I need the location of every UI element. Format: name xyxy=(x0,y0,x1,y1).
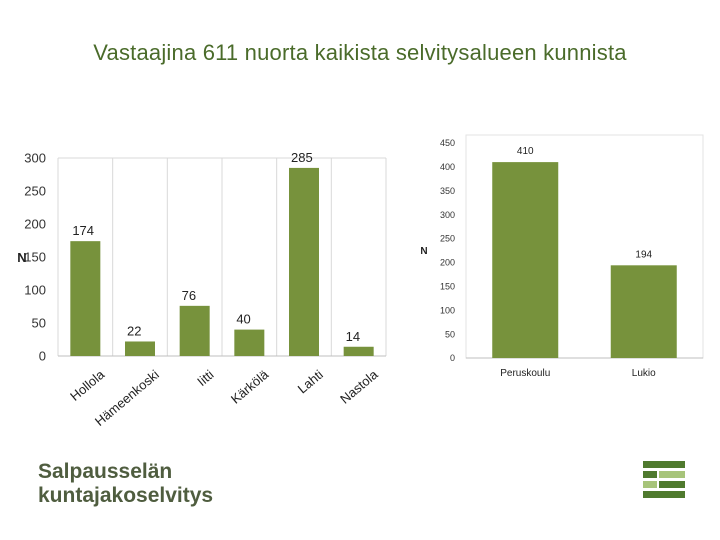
logo-stripe xyxy=(643,461,685,468)
bar-hollola xyxy=(70,241,101,356)
y-tick-label: 50 xyxy=(32,316,46,331)
bar-peruskoulu xyxy=(492,162,559,358)
data-label: 40 xyxy=(236,312,250,327)
bar-iitti xyxy=(179,305,210,356)
y-tick-label: 300 xyxy=(440,210,455,220)
bar-hämeenkoski xyxy=(125,341,155,356)
bar-kärkölä xyxy=(234,329,265,356)
data-label: 174 xyxy=(72,223,94,238)
y-tick-label: 300 xyxy=(24,151,46,166)
logo-stripe xyxy=(643,491,685,498)
logo-stripe xyxy=(643,481,657,488)
data-label: 76 xyxy=(182,288,196,303)
bar-lukio xyxy=(610,265,677,358)
y-tick-label: 200 xyxy=(24,217,46,232)
x-tick-label: Kärkölä xyxy=(228,366,272,406)
data-label: 285 xyxy=(291,150,313,165)
y-tick-label: 350 xyxy=(440,186,455,196)
y-tick-label: 250 xyxy=(24,184,46,199)
y-tick-label: 150 xyxy=(24,250,46,265)
logo-stripe xyxy=(643,471,657,478)
brand-wordmark: Salpausselän kuntajakoselvitys xyxy=(38,460,213,508)
x-tick-label: Hollola xyxy=(67,366,108,404)
y-tick-label: 400 xyxy=(440,162,455,172)
y-tick-label: 0 xyxy=(450,353,455,363)
x-tick-label: Nastola xyxy=(337,366,381,406)
x-tick-label: Lahti xyxy=(295,367,326,397)
y-tick-label: 200 xyxy=(440,258,455,268)
brand-line-1: Salpausselän xyxy=(38,460,173,483)
x-tick-label: Peruskoulu xyxy=(500,368,550,379)
data-label: 14 xyxy=(346,329,360,344)
x-tick-label: Lukio xyxy=(632,368,656,379)
bar-lahti xyxy=(289,167,319,356)
y-axis-label: N xyxy=(420,246,427,257)
municipality-bar-chart: 050100150200250300N174Hollola22Hämeenkos… xyxy=(17,150,387,429)
page-title: Vastaajina 611 nuorta kaikista selvitysa… xyxy=(93,40,627,65)
data-label: 194 xyxy=(635,249,652,260)
bar-nastola xyxy=(343,346,374,356)
logo-stripe xyxy=(659,481,685,488)
y-tick-label: 100 xyxy=(440,305,455,315)
logo-stripe xyxy=(659,471,685,478)
brand-logo-icon xyxy=(643,458,685,502)
brand-line-2: kuntajakoselvitys xyxy=(38,484,214,507)
y-tick-label: 150 xyxy=(440,281,455,291)
y-tick-label: 100 xyxy=(24,283,46,298)
y-tick-label: 250 xyxy=(440,234,455,244)
data-label: 410 xyxy=(517,146,534,157)
data-label: 22 xyxy=(127,323,141,338)
y-tick-label: 50 xyxy=(445,329,455,339)
chart-group: 0 50 100 150 200 250 300 350 400 450 N 410 Peruskoul… xyxy=(420,134,704,379)
y-tick-label: 450 xyxy=(440,138,455,148)
x-tick-label: Iitti xyxy=(194,367,216,389)
y-axis-label: N xyxy=(17,250,26,265)
school-type-bar-chart: 0 50 100 150 200 250 300 350 400 450 N 410 Peruskoul… xyxy=(420,134,704,379)
y-tick-label: 0 xyxy=(39,349,46,364)
